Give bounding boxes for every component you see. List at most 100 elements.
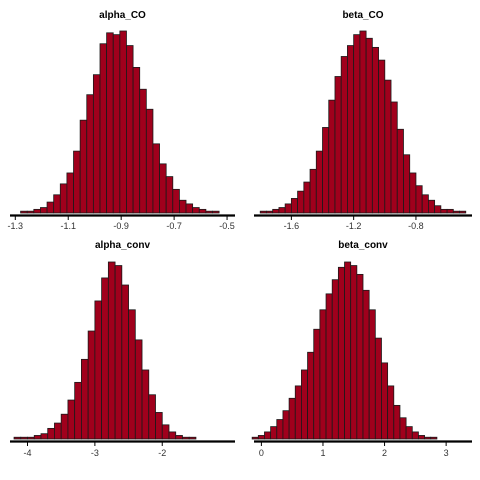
histogram-bar [192, 207, 200, 214]
histogram-bar [325, 293, 333, 440]
histogram-bar [251, 436, 259, 440]
histogram-bar [272, 208, 280, 214]
histogram-bar [175, 435, 183, 440]
histogram-bar [347, 45, 355, 214]
x-tick-label: 1 [320, 448, 325, 458]
histogram-bar [331, 279, 339, 440]
histogram-bar [185, 203, 194, 214]
histogram-bar [132, 67, 141, 214]
histogram-bar [139, 88, 147, 214]
histogram-bar [257, 435, 265, 440]
histogram-bar [434, 205, 442, 214]
histogram-panel-alpha_CO: alpha_CO -1.3 -1.1 -0.9 -0.7 -0.5 [8, 10, 235, 231]
histogram-bar [86, 94, 94, 214]
histogram-bar [297, 190, 305, 214]
histogram-bar [212, 210, 220, 214]
histogram-bar [411, 431, 419, 440]
panel-title: beta_CO [342, 10, 383, 21]
x-tick-label: 3 [444, 448, 449, 458]
histogram-bar [99, 43, 108, 214]
histogram-bar [301, 369, 308, 440]
histogram-bar [399, 417, 407, 440]
histogram-bar [278, 207, 286, 214]
histogram-bar [46, 201, 55, 214]
histogram-bar [378, 59, 386, 214]
histogram-bar [452, 210, 460, 214]
x-tick-label: -0.8 [408, 221, 424, 231]
histogram-bar [353, 34, 361, 214]
x-tick-label: -1.3 [8, 221, 24, 231]
histogram-bar [121, 284, 129, 440]
x-tick-label: -1.6 [284, 221, 300, 231]
histogram-bar [282, 410, 290, 440]
histogram-bar [446, 208, 454, 214]
histogram-bar [128, 309, 136, 440]
histogram-bar [424, 436, 432, 440]
histogram-bar [87, 330, 96, 440]
histogram-bar [172, 188, 180, 214]
histogram-bar [259, 210, 267, 214]
histogram-bar [155, 412, 163, 440]
histogram-panel-beta_conv: beta_conv 0 1 2 3 [251, 240, 472, 458]
histogram-bar [350, 265, 358, 440]
histogram-bar [79, 119, 88, 214]
histogram-bar [270, 426, 278, 440]
histogram-bar [59, 183, 68, 214]
histogram-bar [92, 74, 101, 214]
histogram-bar [415, 185, 423, 214]
histogram-bar [20, 436, 28, 440]
histogram-bar [33, 435, 42, 440]
histogram-bar [374, 337, 382, 440]
histogram-bar [114, 265, 123, 440]
histogram-bar [198, 208, 207, 214]
histogram-bar [182, 436, 190, 440]
x-tick-label: 0 [259, 448, 264, 458]
histogram-bar [67, 399, 76, 440]
histogram-bar [440, 208, 448, 214]
histogram-bar [315, 150, 323, 214]
x-tick-label: -0.7 [166, 221, 182, 231]
histogram-bar [54, 422, 62, 440]
histogram-bar [334, 76, 342, 214]
histogram-bar [20, 210, 28, 214]
histogram-bar [403, 154, 411, 214]
histogram-bar [328, 99, 336, 214]
histogram-bar [126, 45, 134, 214]
histogram-bar [290, 198, 299, 214]
x-tick-label: -0.9 [113, 221, 129, 231]
histogram-bar [421, 194, 429, 214]
histogram-bar [430, 436, 438, 440]
histogram-bar [405, 426, 413, 440]
histogram-bar [384, 79, 392, 214]
histogram-bar [264, 431, 272, 440]
histogram-bar [47, 427, 55, 440]
histogram-bar [396, 128, 404, 214]
histogram-bar [418, 435, 425, 440]
histogram-bar [303, 181, 311, 214]
x-tick-label: -1.1 [60, 221, 76, 231]
x-tick-label: -4 [24, 448, 32, 458]
histogram-bar [381, 362, 389, 440]
histogram-bar [106, 32, 114, 214]
histogram-bar [390, 101, 398, 214]
histogram-bar [33, 208, 41, 214]
histogram-bar [112, 34, 121, 214]
histogram-bar [161, 424, 170, 440]
x-tick-label: -0.5 [219, 221, 235, 231]
histogram-bar [13, 436, 22, 440]
histogram-bar [294, 385, 302, 440]
histogram-bar [459, 210, 467, 214]
histogram-bar [307, 351, 315, 440]
histogram-bar [205, 210, 213, 214]
histogram-bar [26, 210, 35, 214]
histogram-bar [359, 30, 367, 214]
histogram-bar [27, 436, 35, 440]
histogram-bar [40, 207, 48, 214]
histogram-bar [168, 431, 177, 440]
histogram-bar [119, 30, 127, 214]
histogram-bar [288, 397, 296, 440]
histogram-bar [179, 199, 187, 214]
histogram-bar [40, 433, 49, 440]
histogram-bar [266, 210, 274, 214]
